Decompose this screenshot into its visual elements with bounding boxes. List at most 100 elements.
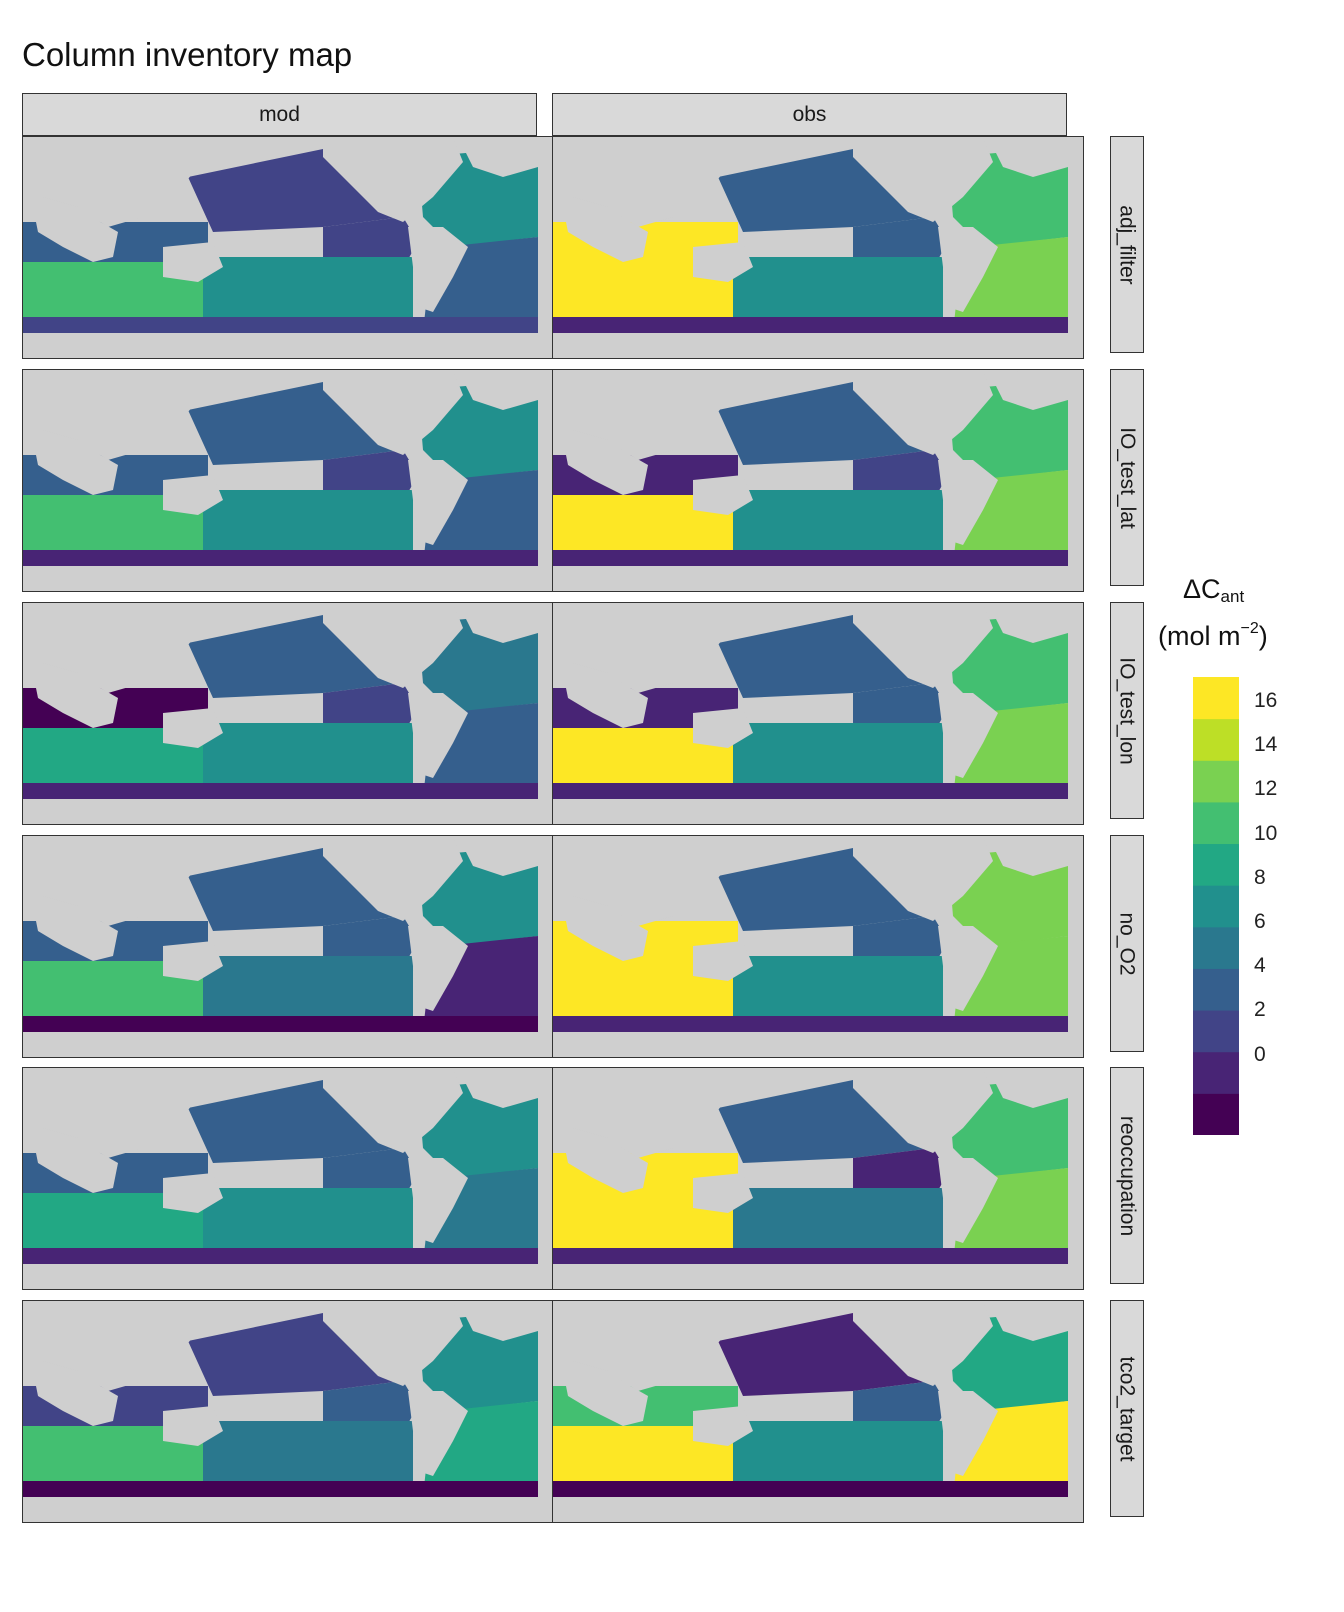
ocean-map: [23, 836, 538, 1053]
ocean-southern: [553, 783, 1068, 799]
facet-strip-adj-filter: adj_filter: [1110, 136, 1144, 353]
land-antarctica: [23, 1032, 538, 1053]
land-africa: [563, 673, 648, 728]
land-australia: [163, 242, 223, 282]
colorbar-tick-label: 8: [1254, 865, 1266, 889]
land-north-america: [323, 836, 463, 921]
ocean-map: [553, 137, 1068, 354]
land-south-america: [938, 693, 998, 778]
land-south-america: [408, 926, 468, 1011]
ocean-southern: [553, 1248, 1068, 1264]
facet-strip-obs: obs: [552, 93, 1067, 136]
land-antarctica: [553, 1497, 1068, 1518]
facet-strip-io-test-lon: IO_test_lon: [1110, 602, 1144, 819]
ocean-map: [23, 137, 538, 354]
land-antarctica: [553, 566, 1068, 587]
map-panel-obs-reoccupation: [552, 1067, 1084, 1290]
facet-strip-no-o2: no_O2: [1110, 835, 1144, 1052]
colorbar-tick-label: 6: [1254, 910, 1266, 933]
land-eurasia: [553, 1301, 728, 1391]
colorbar-segment: [1193, 843, 1239, 886]
land-antarctica: [23, 566, 538, 587]
land-north-america: [853, 1068, 993, 1153]
land-australia: [693, 242, 753, 282]
land-australia: [693, 708, 753, 748]
facet-strip-io-test-lat: IO_test_lat: [1110, 369, 1144, 586]
land-eurasia: [553, 603, 728, 693]
land-south-america: [938, 1158, 998, 1243]
land-australia: [693, 941, 753, 981]
land-north-america: [853, 603, 993, 688]
land-africa: [563, 906, 648, 961]
facet-strip-tco2-target: tco2_target: [1110, 1300, 1144, 1517]
colorbar-segment: [1193, 801, 1239, 845]
land-north-america: [853, 836, 993, 921]
land-africa: [33, 1371, 118, 1426]
colorbar-tick-label: 0: [1254, 1042, 1266, 1066]
land-antarctica: [23, 1497, 538, 1518]
land-antarctica: [23, 799, 538, 820]
land-australia: [163, 708, 223, 748]
colorbar-tick-label: 4: [1254, 954, 1266, 978]
colorbar-segment: [1193, 885, 1239, 928]
land-south-america: [938, 1391, 998, 1476]
legend-title: ΔCant: [1183, 574, 1245, 606]
land-australia: [693, 1173, 753, 1213]
land-australia: [163, 475, 223, 515]
land-south-america: [938, 460, 998, 545]
ocean-southern: [23, 317, 538, 333]
land-europe: [463, 137, 538, 177]
land-eurasia: [553, 836, 728, 926]
map-panel-mod-reoccupation: [22, 1067, 554, 1290]
land-north-america: [323, 370, 463, 455]
land-south-america: [408, 693, 468, 778]
colorbar-segment: [1193, 1051, 1239, 1094]
map-panel-obs-no_O2: [552, 835, 1084, 1058]
land-antarctica: [553, 333, 1068, 354]
land-south-america: [938, 926, 998, 1011]
colorbar-tick-label: 12: [1254, 777, 1278, 801]
land-africa: [33, 906, 118, 961]
land-europe: [463, 603, 538, 643]
land-south-america: [408, 460, 468, 545]
ocean-map: [553, 603, 1068, 820]
land-antarctica: [553, 799, 1068, 820]
land-eurasia: [23, 603, 198, 693]
ocean-map: [553, 836, 1068, 1053]
ocean-map: [23, 603, 538, 820]
land-africa: [33, 207, 118, 262]
colorbar-segment: [1193, 1093, 1239, 1135]
colorbar-segment: [1193, 1010, 1239, 1053]
land-eurasia: [23, 836, 198, 926]
colorbar-tick-label: 16: [1254, 689, 1278, 712]
ocean-map: [553, 370, 1068, 587]
map-panel-mod-IO_test_lat: [22, 369, 554, 592]
map-panel-obs-tco2_target: [552, 1300, 1084, 1523]
colorbar-tick-label: 10: [1254, 821, 1278, 845]
land-antarctica: [553, 1264, 1068, 1285]
land-australia: [163, 1406, 223, 1446]
land-south-america: [408, 227, 468, 312]
land-europe: [993, 1068, 1068, 1108]
land-antarctica: [553, 1032, 1068, 1053]
map-panel-mod-adj_filter: [22, 136, 554, 359]
land-north-america: [323, 1068, 463, 1153]
land-australia: [163, 941, 223, 981]
colorbar-segment: [1193, 760, 1239, 803]
land-africa: [33, 673, 118, 728]
land-eurasia: [23, 137, 198, 227]
ocean-map: [23, 1301, 538, 1518]
land-africa: [563, 1138, 648, 1193]
land-north-america: [853, 370, 993, 455]
land-south-america: [408, 1158, 468, 1243]
land-eurasia: [553, 137, 728, 227]
land-europe: [463, 370, 538, 410]
land-eurasia: [553, 1068, 728, 1158]
ocean-southern: [23, 1481, 538, 1497]
land-europe: [463, 836, 538, 876]
ocean-map: [23, 1068, 538, 1285]
ocean-southern: [23, 783, 538, 799]
ocean-southern: [23, 1248, 538, 1264]
ocean-southern: [553, 1016, 1068, 1032]
land-north-america: [323, 137, 463, 222]
